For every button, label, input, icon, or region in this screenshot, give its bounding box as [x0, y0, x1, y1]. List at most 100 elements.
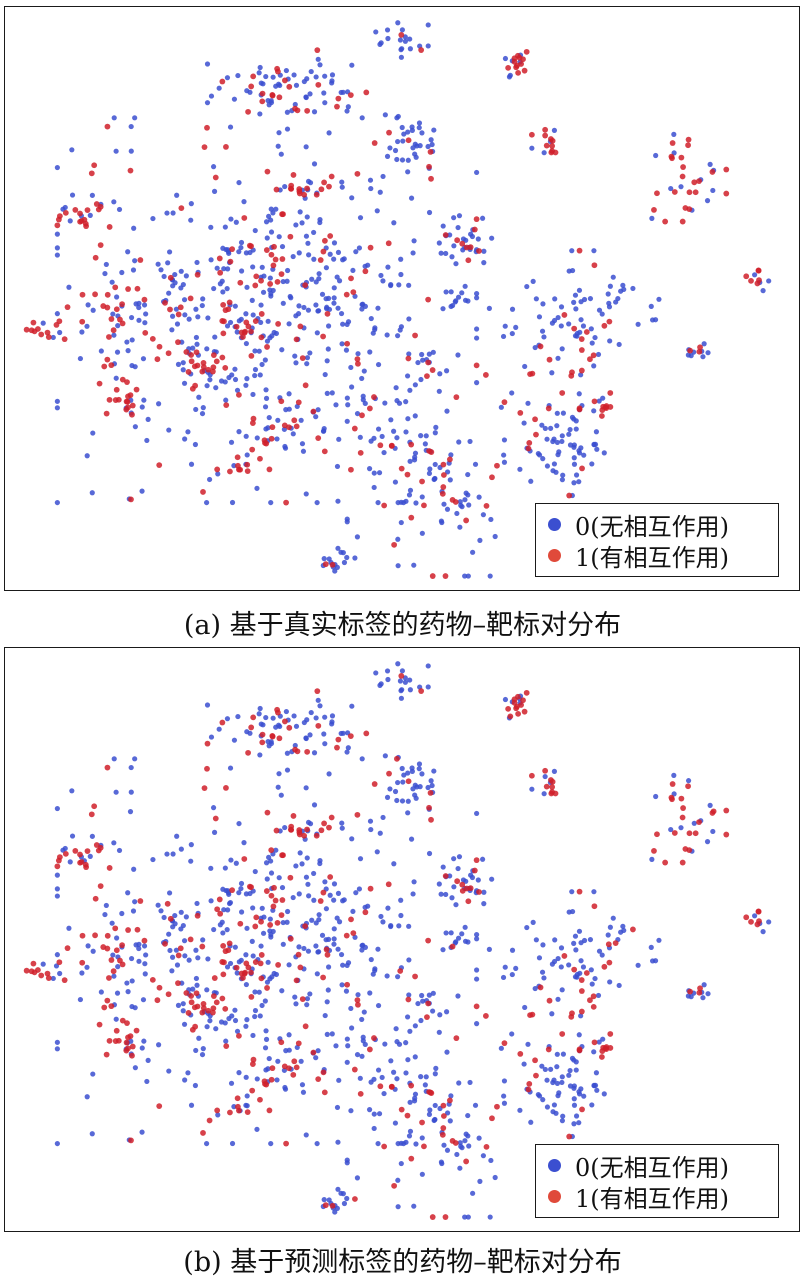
- scatter-point-class0: [172, 271, 178, 278]
- scatter-point-class1: [193, 349, 200, 356]
- scatter-point-class0: [443, 891, 449, 898]
- scatter-point-class1: [301, 191, 308, 198]
- scatter-point-class0: [243, 891, 249, 897]
- scatter-point-class0: [425, 143, 431, 150]
- scatter-point-class0: [270, 715, 276, 721]
- scatter-point-class1: [299, 355, 306, 361]
- scatter-point-class0: [293, 360, 299, 366]
- scatter-point-class0: [397, 327, 403, 333]
- scatter-point-class0: [315, 1048, 321, 1054]
- scatter-point-class0: [560, 472, 566, 478]
- scatter-point-class0: [349, 703, 355, 709]
- scatter-point-class0: [234, 387, 241, 393]
- scatter-point-class0: [306, 252, 312, 258]
- scatter-point-class1: [211, 975, 218, 981]
- scatter-point-class1: [264, 344, 270, 350]
- scatter-point-class0: [132, 899, 138, 905]
- scatter-point-class1: [494, 462, 500, 469]
- scatter-point-class0: [406, 316, 412, 322]
- scatter-point-class0: [406, 351, 412, 357]
- scatter-point-class1: [532, 1057, 538, 1064]
- legend-label-class1: 1(有相互作用): [575, 544, 729, 572]
- scatter-point-class1: [286, 724, 293, 731]
- scatter-point-class0: [388, 281, 394, 288]
- scatter-point-class1: [237, 279, 244, 286]
- scatter-point-class0: [576, 391, 582, 397]
- scatter-point-class0: [578, 940, 584, 946]
- scatter-point-class0: [509, 1031, 515, 1037]
- scatter-point-class0: [525, 1041, 531, 1047]
- scatter-point-class0: [276, 130, 282, 136]
- scatter-point-class0: [412, 141, 418, 147]
- scatter-point-class0: [367, 177, 374, 183]
- scatter-point-class1: [276, 735, 283, 742]
- scatter-point-class0: [388, 417, 394, 423]
- scatter-point-class0: [234, 1028, 241, 1034]
- scatter-point-class0: [558, 945, 565, 951]
- scatter-point-class1: [326, 824, 332, 831]
- scatter-point-class1: [220, 330, 227, 337]
- scatter-point-class0: [66, 925, 72, 931]
- scatter-point-class1: [129, 1043, 136, 1050]
- scatter-point-class0: [304, 361, 310, 367]
- scatter-point-class0: [331, 256, 337, 262]
- scatter-point-class0: [419, 1171, 425, 1177]
- scatter-point-class0: [394, 435, 400, 441]
- scatter-point-class1: [571, 966, 578, 973]
- scatter-point-class1: [205, 366, 212, 373]
- scatter-point-class1: [297, 323, 304, 330]
- scatter-point-class0: [649, 958, 656, 964]
- scatter-point-class0: [384, 27, 391, 33]
- scatter-point-class1: [418, 47, 425, 53]
- scatter-point-class0: [50, 334, 56, 341]
- scatter-point-class1: [482, 1013, 489, 1019]
- scatter-point-class0: [416, 125, 422, 131]
- scatter-point-class1: [521, 708, 528, 715]
- scatter-point-class1: [576, 1046, 583, 1053]
- scatter-point-class1: [569, 369, 575, 376]
- scatter-point-class0: [280, 278, 286, 285]
- scatter-point-class0: [278, 151, 284, 157]
- scatter-point-class0: [54, 805, 60, 812]
- scatter-point-class0: [185, 429, 191, 435]
- scatter-point-class0: [292, 742, 298, 749]
- scatter-point-class0: [555, 955, 561, 962]
- scatter-point-class1: [119, 320, 126, 327]
- scatter-point-class1: [104, 356, 111, 363]
- scatter-point-class1: [313, 832, 320, 839]
- scatter-point-class1: [62, 210, 69, 216]
- scatter-point-class0: [616, 341, 622, 348]
- scatter-point-class0: [315, 308, 321, 314]
- scatter-point-class1: [599, 413, 605, 419]
- scatter-point-class0: [488, 516, 494, 523]
- scatter-point-class0: [436, 1029, 442, 1035]
- scatter-point-class0: [54, 231, 60, 237]
- scatter-point-class0: [174, 192, 180, 198]
- scatter-point-class0: [572, 933, 579, 939]
- scatter-point-class0: [204, 100, 211, 106]
- scatter-point-class0: [349, 836, 355, 842]
- scatter-point-class0: [415, 359, 421, 366]
- scatter-point-class0: [260, 930, 267, 936]
- scatter-point-class1: [82, 861, 89, 868]
- scatter-point-class0: [630, 285, 636, 292]
- scatter-point-class0: [359, 115, 365, 121]
- scatter-point-class1: [263, 888, 270, 894]
- scatter-point-class1: [258, 975, 265, 982]
- scatter-point-class0: [428, 778, 434, 784]
- scatter-point-class0: [136, 304, 142, 311]
- scatter-point-class0: [54, 164, 60, 171]
- scatter-point-class0: [236, 890, 242, 896]
- scatter-point-class0: [399, 124, 405, 131]
- scatter-point-class1: [204, 765, 210, 772]
- scatter-point-class0: [550, 1109, 556, 1115]
- legend-marker-class0: [548, 518, 561, 531]
- scatter-point-class0: [256, 989, 262, 995]
- scatter-point-class0: [145, 1057, 151, 1063]
- scatter-point-class0: [353, 890, 359, 896]
- scatter-point-class0: [256, 348, 262, 354]
- scatter-point-class0: [129, 978, 135, 984]
- scatter-point-class1: [283, 499, 289, 506]
- scatter-point-class0: [143, 311, 149, 317]
- scatter-point-class0: [54, 398, 60, 404]
